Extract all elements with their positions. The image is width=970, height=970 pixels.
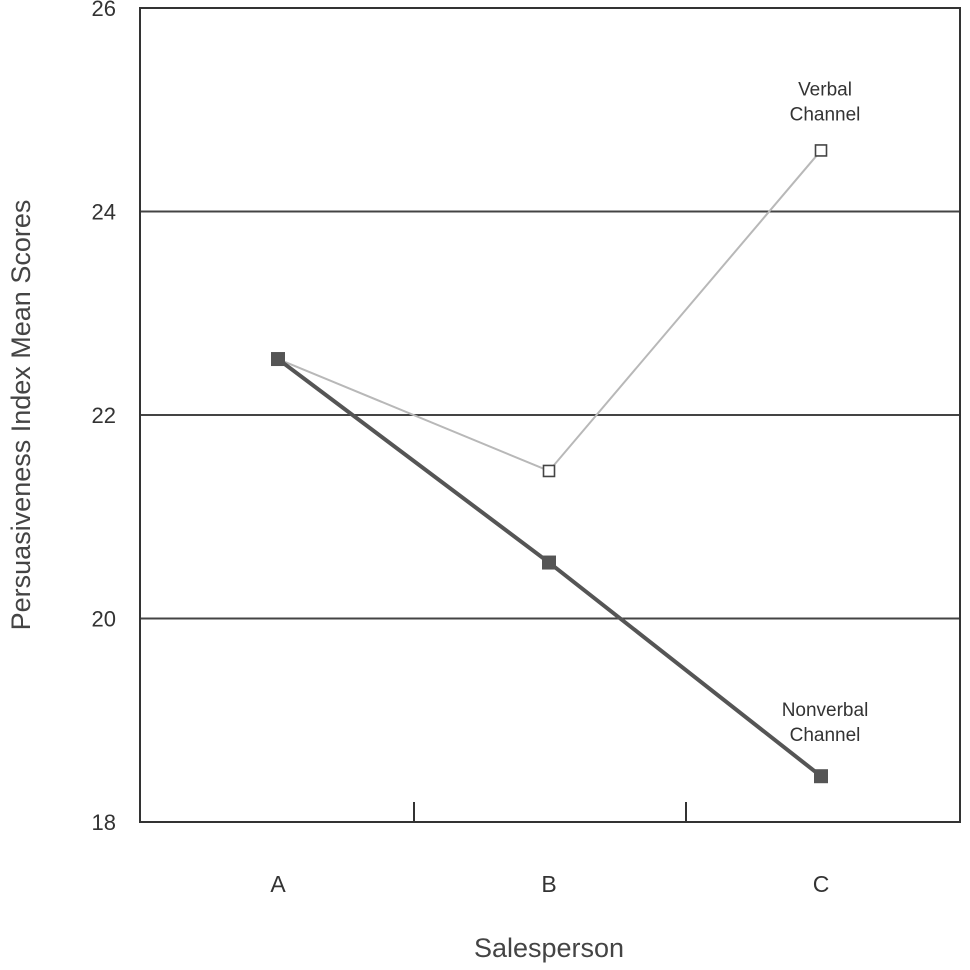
x-category-labels: A B C	[270, 871, 829, 897]
nonverbal-channel-point-c	[814, 769, 828, 784]
nonverbal-channel-label-line-1: Nonverbal	[782, 700, 869, 721]
grid-lines	[140, 210, 960, 620]
verbal-channel-point-b	[542, 464, 556, 478]
plot-frame	[139, 7, 961, 823]
x-category-label-c: C	[813, 871, 830, 897]
y-tick-label-24: 24	[92, 200, 116, 225]
y-tick-label-18: 18	[92, 810, 116, 835]
y-axis-title: Persuasiveness Index Mean Scores	[6, 200, 36, 631]
x-category-label-b: B	[541, 871, 556, 897]
x-category-label-a: A	[270, 871, 286, 897]
verbal-channel-label-line-2: Channel	[790, 104, 861, 125]
y-tick-label-26: 26	[92, 0, 116, 21]
y-tick-labels: 18 20 22 24 26	[92, 0, 116, 835]
nonverbal-channel-label-line-2: Channel	[790, 725, 861, 746]
series-labels: Verbal Channel Nonverbal Channel	[782, 79, 869, 746]
series-group	[271, 144, 828, 784]
x-axis-title: Salesperson	[474, 933, 624, 963]
verbal-channel-line	[277, 149, 822, 473]
verbal-channel-label-line-1: Verbal	[798, 79, 852, 100]
x-tick-marks	[413, 802, 687, 822]
y-tick-label-22: 22	[92, 403, 116, 428]
y-tick-label-20: 20	[92, 607, 116, 632]
nonverbal-channel-point-b	[542, 555, 556, 570]
verbal-channel-point-c	[814, 144, 828, 157]
nonverbal-channel-point-a	[271, 352, 285, 367]
